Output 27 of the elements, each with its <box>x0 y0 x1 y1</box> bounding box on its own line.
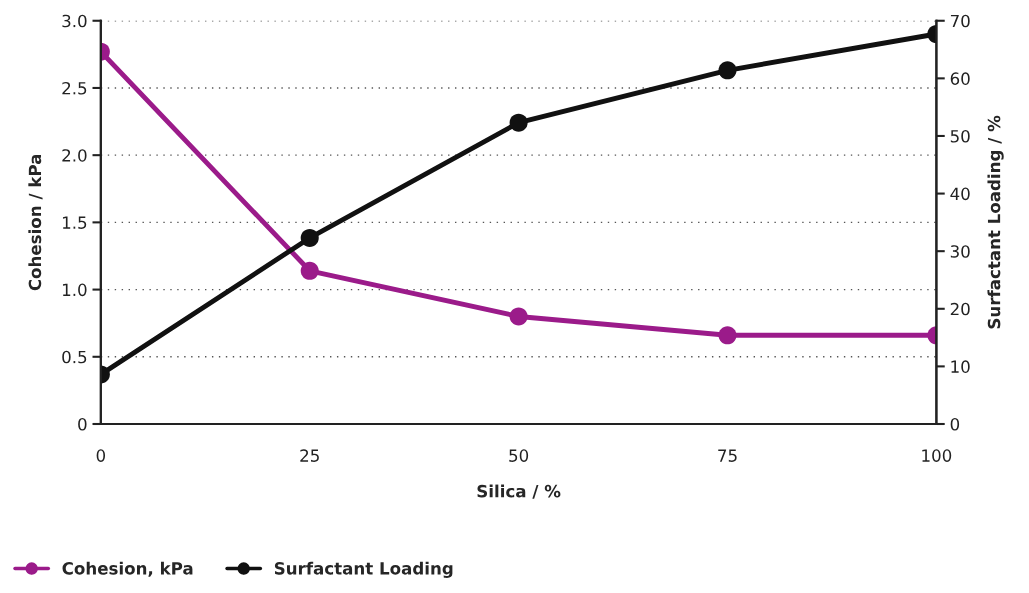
y2-tick-label: 60 <box>950 72 970 85</box>
legend-label: Cohesion, kPa <box>62 561 193 577</box>
y2-tick-label: 30 <box>950 245 970 258</box>
y2-axis-title: Surfactant Loading / % <box>987 115 1004 329</box>
y2-tick-label: 70 <box>950 14 970 28</box>
y2-tick-label: 40 <box>950 187 970 201</box>
y2-tick-label: 20 <box>950 302 970 316</box>
x-tick-label: 75 <box>718 449 737 462</box>
y-tick-label: 2.5 <box>62 81 87 95</box>
x-tick-label: 0 <box>96 449 106 462</box>
y-tick-label: 2.0 <box>62 149 87 162</box>
y-tick-label: 0 <box>78 417 87 431</box>
point <box>509 307 528 326</box>
point <box>509 113 528 132</box>
x-axis-title: Silica / % <box>477 484 561 499</box>
y-tick-label: 1.5 <box>62 216 87 229</box>
y2-tick-label: 50 <box>950 129 970 143</box>
x-tick-label: 100 <box>922 449 952 462</box>
y-tick-label: 1.0 <box>62 283 87 297</box>
y-tick-label: 0.5 <box>62 350 87 364</box>
y-tick-label: 3.0 <box>62 14 87 28</box>
y-axis-title: Cohesion / kPa <box>28 154 43 291</box>
y2-tick-label: 0 <box>950 417 960 431</box>
x-tick-label: 25 <box>300 449 319 462</box>
legend-label: Surfactant Loading <box>274 561 453 578</box>
y2-tick-label: 10 <box>951 360 970 373</box>
x-tick-label: 50 <box>509 449 529 462</box>
